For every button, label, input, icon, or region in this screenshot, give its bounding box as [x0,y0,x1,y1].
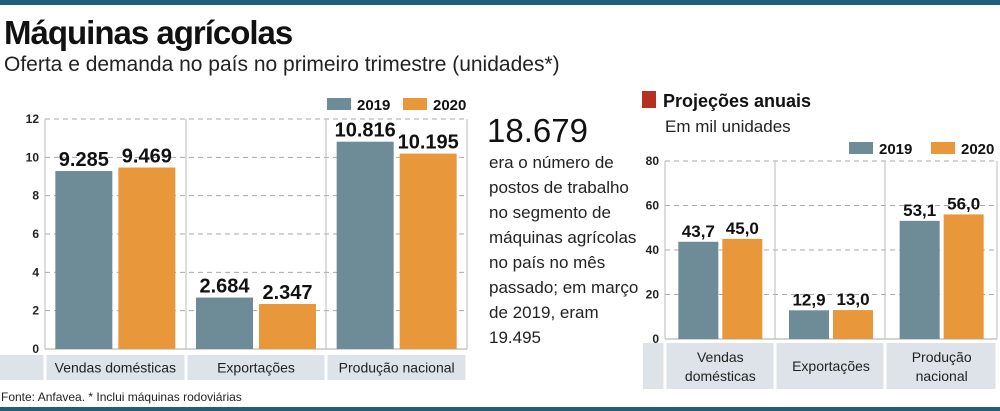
category-label: Produção [912,349,972,365]
data-label: 9.285 [59,149,109,171]
category-label: nacional [916,368,968,384]
bar-2020 [833,310,873,339]
data-label: 56,0 [947,194,980,213]
y-tick-label: 40 [646,243,660,257]
category-label: Produção nacional [339,360,455,376]
data-label: 2.684 [199,276,250,298]
y-tick-label: 20 [646,288,660,302]
highlight-text: era o número de postos de trabalho no se… [489,153,639,347]
y-tick-label: 0 [32,342,39,356]
legend-label: 2019 [879,141,912,158]
bottom-rule [0,407,1000,411]
bar-2020 [722,238,763,339]
data-label: 43,7 [682,222,715,241]
y-tick-label: 0 [652,332,659,346]
category-label: domésticas [685,368,756,384]
bar-2019 [336,141,394,349]
legend-swatch-2020 [403,98,427,110]
bar-2020 [943,214,984,339]
bar-2019 [899,220,940,339]
category-band [643,343,997,389]
y-tick-label: 80 [646,154,660,168]
data-label: 10.816 [335,120,396,142]
y-tick-label: 8 [32,189,39,203]
projections-subtitle: Em mil unidades [665,117,791,136]
page-subtitle: Oferta e demanda no país no primeiro tri… [4,53,560,76]
category-band [0,355,467,380]
legend-label: 2020 [961,141,994,158]
data-label: 10.195 [398,132,459,154]
bar-2019 [196,297,253,349]
top-rule [0,0,1000,5]
category-label: Vendas domésticas [55,360,176,376]
data-label: 45,0 [726,219,759,238]
data-label: 9.469 [122,146,172,168]
data-label: 12,9 [792,290,825,309]
legend-label: 2019 [357,97,390,114]
legend-label: 2020 [433,97,466,114]
bar-2020 [259,304,316,349]
bar-2019 [789,310,829,339]
legend-swatch-2020 [931,142,955,154]
source-note: Fonte: Anfavea. * Inclui máquinas rodovi… [1,390,242,404]
category-label: Vendas [697,349,744,365]
data-label: 53,1 [903,201,936,220]
bar-2020 [118,167,176,349]
legend-swatch-2019 [327,98,351,110]
highlight-number: 18.679 [487,112,588,149]
y-tick-label: 6 [32,227,39,241]
y-tick-label: 10 [26,150,40,164]
category-label: Exportações [217,360,295,376]
data-label: 13,0 [836,290,869,309]
y-tick-label: 60 [646,199,660,213]
projections-title: Projeções anuais [663,91,812,111]
category-label: Exportações [792,358,870,374]
bar-2019 [678,241,719,339]
section-marker [642,91,656,108]
bar-2020 [399,153,457,349]
page-title: Máquinas agrícolas [4,14,293,51]
y-tick-label: 12 [26,112,40,126]
bar-2019 [55,171,113,349]
y-tick-label: 2 [32,304,39,318]
legend-swatch-2019 [849,142,873,154]
data-label: 2.347 [262,282,312,304]
y-tick-label: 4 [32,265,39,279]
